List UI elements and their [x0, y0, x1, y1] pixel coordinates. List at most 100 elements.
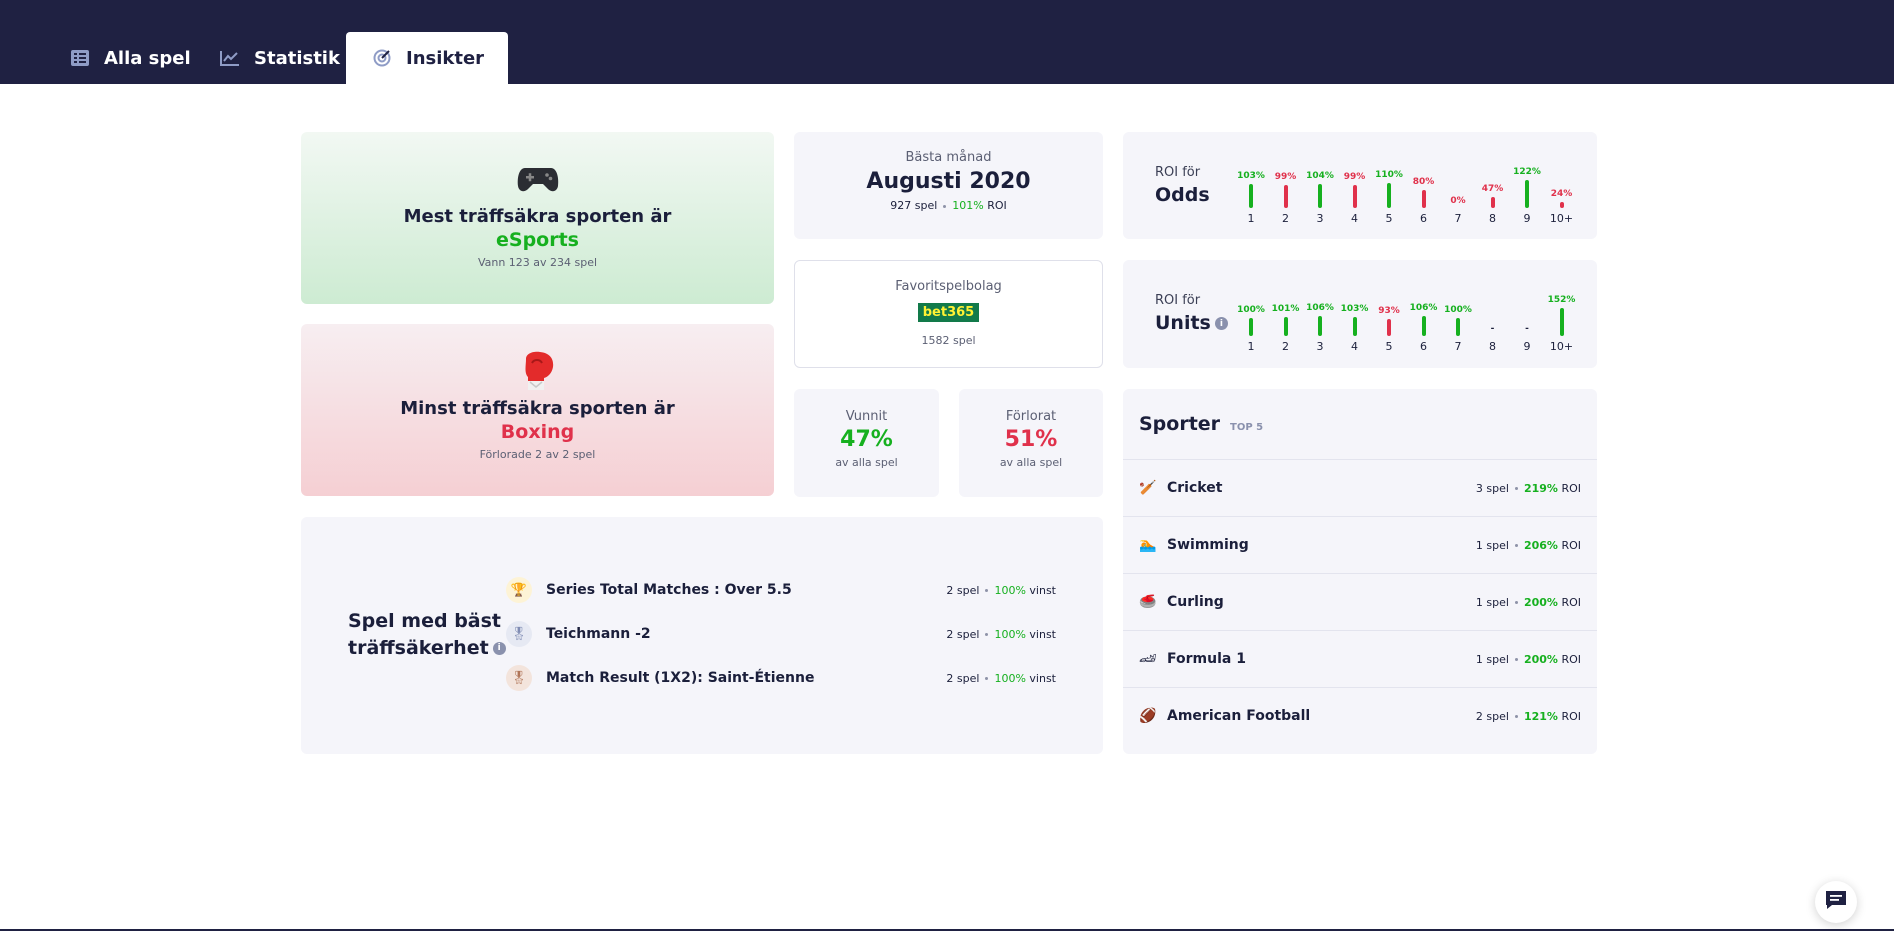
roi-bar-value: -	[1525, 324, 1529, 334]
sport-row[interactable]: 🏈 American Football 2 spel 121% ROI	[1123, 687, 1597, 744]
best-bet-name: Teichmann -2	[546, 626, 651, 642]
info-icon[interactable]: i	[492, 642, 506, 655]
least-accurate-subtitle: Förlorade 2 av 2 spel	[479, 448, 596, 461]
roi-units-card: ROI för Units i 100% 1 101% 2 106% 3 103% 4 93% 5 1…	[1123, 260, 1597, 368]
roi-bar-column: 93% 5	[1374, 280, 1404, 360]
roi-odds-title-small: ROI för	[1155, 165, 1201, 180]
sport-roi: 200%	[1523, 652, 1558, 666]
top-navigation: Alla spel Statistik Insikter	[0, 0, 1894, 84]
sport-stats: 1 spel 206% ROI	[1476, 539, 1581, 552]
roi-bar-value: 101%	[1271, 304, 1300, 314]
roi-bar	[1490, 197, 1495, 208]
roi-bar-value: 47%	[1481, 184, 1504, 194]
roi-bar	[1559, 202, 1564, 208]
roi-bar-category: 1	[1247, 212, 1255, 225]
sport-roi: 121%	[1523, 709, 1558, 723]
sport-row[interactable]: 🏊 Swimming 1 spel 206% ROI	[1123, 516, 1597, 573]
target-icon	[372, 48, 392, 68]
roi-bar-value: 103%	[1340, 304, 1369, 314]
tab-statistik[interactable]: Statistik	[220, 32, 340, 84]
chat-button[interactable]	[1815, 881, 1857, 923]
best-bet-name: Series Total Matches : Over 5.5	[546, 582, 792, 598]
won-label: Vunnit	[845, 409, 888, 424]
sport-row[interactable]: 🏎 Formula 1 1 spel 200% ROI	[1123, 630, 1597, 687]
roi-bar-column: 100% 7	[1443, 280, 1473, 360]
roi-bar-value: 99%	[1343, 172, 1366, 182]
roi-bar-category: 7	[1454, 212, 1462, 225]
roi-bar-category: 8	[1489, 212, 1496, 225]
roi-bar-column: 103% 4	[1340, 280, 1370, 360]
roi-bar-column: 24% 10+	[1547, 152, 1577, 232]
lost-sub: av alla spel	[999, 456, 1063, 469]
roi-units-title-big: Units i	[1155, 312, 1228, 334]
best-bet-pct-label: vinst	[1029, 627, 1056, 641]
roi-bar-value: 80%	[1412, 177, 1435, 187]
sport-name: Swimming	[1167, 537, 1249, 553]
roi-bar-column: 122% 9	[1512, 152, 1542, 232]
best-bet-stats: 2 spel 100% vinst	[946, 672, 1056, 685]
roi-bar-category: 2	[1282, 212, 1289, 225]
best-bet-row[interactable]: 🎖 Teichmann -2 2 spel 100% vinst	[506, 619, 1056, 649]
roi-bar	[1318, 316, 1322, 336]
most-accurate-sport: eSports	[496, 229, 579, 251]
best-month-roi-label: ROI	[987, 199, 1007, 212]
sport-stats: 1 spel 200% ROI	[1476, 596, 1581, 609]
roi-bar-column: 104% 3	[1305, 152, 1335, 232]
sport-row[interactable]: 🏏 Cricket 3 spel 219% ROI	[1123, 459, 1597, 516]
roi-bar	[1387, 319, 1391, 336]
roi-bar-category: 5	[1385, 340, 1393, 353]
best-month-roi-value: 101%	[952, 199, 984, 212]
roi-bar-value: 93%	[1378, 306, 1400, 316]
best-bet-games: 2 spel	[946, 671, 980, 685]
roi-bar	[1283, 185, 1288, 208]
won-value: 47%	[840, 427, 893, 452]
lost-card: Förlorat 51% av alla spel	[959, 389, 1103, 497]
roi-bar-category: 2	[1282, 340, 1289, 353]
roi-bar	[1249, 318, 1253, 336]
roi-bar	[1387, 183, 1391, 208]
roi-bar-value: 122%	[1513, 167, 1541, 177]
sport-roi-label: ROI	[1561, 538, 1581, 552]
list-icon	[70, 48, 90, 68]
sport-roi-label: ROI	[1561, 481, 1581, 495]
roi-units-title-small: ROI för	[1155, 293, 1201, 308]
sport-games: 3 spel	[1475, 481, 1509, 495]
best-bet-row[interactable]: 🎖 Match Result (1X2): Saint-Étienne 2 spel…	[506, 663, 1056, 693]
lost-value: 51%	[1004, 427, 1058, 452]
roi-bar-value: 104%	[1306, 171, 1334, 181]
roi-bar-column: 152% 10+	[1547, 280, 1577, 360]
most-accurate-sport-card: Mest träffsäkra sporten är eSports Vann …	[301, 132, 774, 304]
roi-bar-category: 3	[1316, 340, 1324, 353]
sports-badge: TOP 5	[1230, 422, 1264, 433]
roi-bar	[1249, 184, 1253, 208]
tab-label: Statistik	[254, 47, 340, 69]
roi-bar-column: 99% 2	[1271, 152, 1301, 232]
sport-games: 1 spel	[1475, 538, 1509, 552]
line-chart-icon	[220, 48, 240, 68]
roi-bar-category: 6	[1420, 340, 1427, 353]
roi-bar-column: 47% 8	[1478, 152, 1508, 232]
roi-bar-column: -9	[1512, 280, 1542, 360]
best-month-games: 927 spel	[890, 199, 938, 212]
least-accurate-sport: Boxing	[500, 421, 575, 443]
sport-games: 2 spel	[1475, 709, 1509, 723]
best-bets-title-line2: träffsäkerhet	[348, 637, 489, 659]
lost-label: Förlorat	[1005, 409, 1057, 424]
sport-roi-label: ROI	[1561, 595, 1581, 609]
sport-stats: 3 spel 219% ROI	[1476, 482, 1581, 495]
chat-icon	[1824, 889, 1848, 915]
roi-bar-category: 8	[1489, 340, 1496, 353]
favorite-bookmaker-label: Favoritspelbolag	[895, 279, 1002, 294]
roi-bar-category: 10+	[1549, 340, 1574, 353]
best-bet-row[interactable]: 🏆 Series Total Matches : Over 5.5 2 spel 10…	[506, 575, 1056, 605]
roi-units-title-text: Units	[1155, 312, 1211, 334]
sport-roi-label: ROI	[1561, 652, 1581, 666]
roi-bar-column: 106% 6	[1409, 280, 1439, 360]
tab-insikter[interactable]: Insikter	[346, 32, 509, 84]
sport-row[interactable]: 🥌 Curling 1 spel 200% ROI	[1123, 573, 1597, 630]
silver-medal-icon: 🎖	[506, 621, 532, 647]
info-icon[interactable]: i	[1214, 317, 1228, 330]
swimmer-icon: 🏊	[1139, 537, 1157, 553]
best-month-card: Bästa månad Augusti 2020 927 spel 101% RO…	[794, 132, 1103, 239]
tab-alla-spel[interactable]: Alla spel	[70, 32, 191, 84]
